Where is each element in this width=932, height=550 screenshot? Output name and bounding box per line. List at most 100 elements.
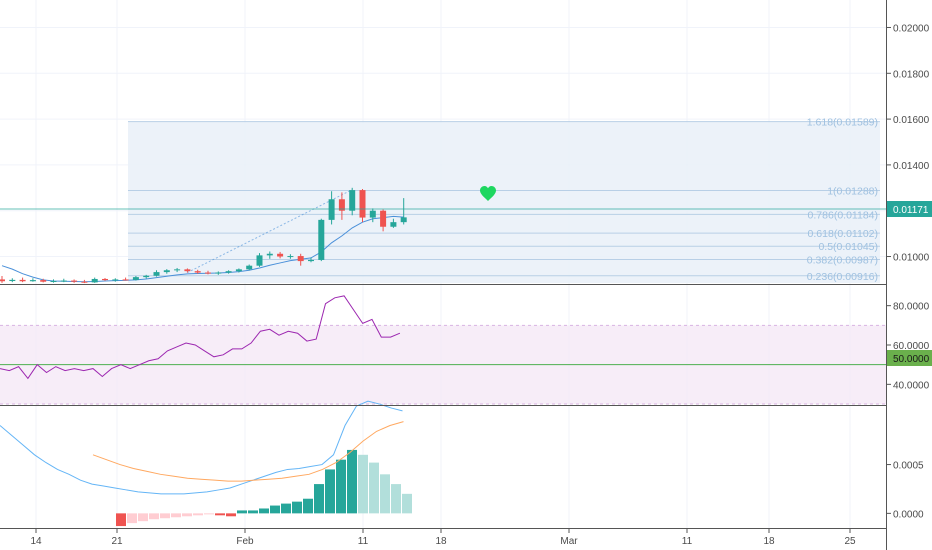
candle-body (338, 199, 345, 211)
macd-histogram-bar (281, 503, 291, 514)
macd-histogram-bar (215, 513, 225, 516)
time-axis-label: 18 (435, 536, 447, 547)
candle-body (297, 256, 304, 262)
macd-histogram-bar (358, 454, 368, 514)
macd-indicator (0, 400, 412, 527)
price-axis-label: 0.01000 (893, 253, 930, 264)
rsi-indicator (0, 295, 886, 405)
candle-body (112, 279, 119, 281)
candle-body (266, 253, 273, 256)
macd-line (0, 400, 403, 495)
fibonacci-retracement[interactable]: 1.618(0.01589) 1(0.01288) 0.786(0.01184) 0.… (128, 117, 880, 284)
macd-histogram-bar (149, 513, 159, 520)
macd-histogram-bar (325, 469, 335, 514)
time-axis-label: 18 (763, 536, 775, 547)
candle-body (287, 256, 294, 258)
macd-histogram-bar (314, 484, 324, 514)
fib-level-label: 1(0.01288) (827, 186, 878, 198)
candle-body (390, 222, 397, 227)
macd-histogram-bar (270, 505, 280, 514)
time-axis-label: 11 (682, 536, 693, 547)
candle-body (0, 279, 5, 282)
price-axis-label: 0.01600 (893, 115, 930, 126)
candlesticks (0, 187, 407, 284)
rsi-level-badge: 50.0000 (887, 350, 932, 366)
candle-body (153, 272, 160, 276)
trend-line (187, 189, 353, 273)
candle-body (60, 280, 67, 282)
macd-histogram-bar (347, 449, 357, 514)
macd-axis-label: 0.0000 (893, 509, 924, 520)
macd-histogram-bar (116, 513, 126, 527)
candle-body (143, 275, 150, 278)
candle-body (246, 265, 253, 270)
current-price-badge-text: 0.01171 (893, 205, 929, 216)
fib-level-label: 0.786(0.01184) (808, 209, 878, 221)
candle-body (205, 272, 211, 274)
price-axis-label: 0.01800 (893, 69, 930, 80)
rsi-axis-labels: 80.0000 60.0000 40.0000 (886, 302, 930, 391)
candle-body (102, 278, 108, 281)
time-axis-label: Mar (560, 536, 578, 547)
candle-body (328, 199, 335, 220)
price-axis[interactable] (886, 0, 932, 550)
candle-body (225, 271, 232, 273)
signal-line (92, 421, 404, 482)
candle-body (318, 219, 325, 260)
candle-body (174, 269, 181, 271)
macd-histogram-bar (402, 493, 412, 514)
candle-body (277, 253, 284, 257)
time-axis-label: 14 (30, 536, 42, 547)
candle-body (132, 277, 139, 280)
macd-axis-labels: 0.0005 0.0000 (886, 461, 924, 520)
candle-body (194, 271, 201, 273)
candle-body (359, 190, 366, 218)
candle-body (184, 269, 191, 272)
candle-body (349, 190, 356, 211)
macd-histogram-bar (391, 484, 401, 514)
fib-level-label: 0.618(0.01102) (808, 228, 878, 240)
time-axis-label: 11 (358, 536, 369, 547)
candle-body (19, 279, 26, 282)
candle-body (215, 272, 222, 274)
macd-histogram-bar (193, 513, 203, 516)
candle-body (122, 279, 129, 281)
time-axis-label: 21 (111, 536, 123, 547)
candle-body (81, 281, 88, 283)
candle-body (256, 255, 263, 266)
heart-icon[interactable] (480, 186, 496, 201)
macd-histogram-bar (369, 462, 379, 514)
candle-body (9, 279, 16, 282)
macd-histogram-bar (336, 459, 346, 514)
macd-histogram-bar (182, 513, 192, 517)
time-axis[interactable]: 14 21 Feb 11 18 Mar 11 18 25 (30, 528, 856, 547)
candle-body (308, 259, 314, 262)
time-axis-label: 25 (844, 536, 856, 547)
candle-body (29, 280, 36, 282)
candle-body (235, 269, 242, 272)
candle-body (91, 278, 98, 283)
fib-level-label: 1.618(0.01589) (807, 117, 878, 129)
candle-body (40, 280, 47, 282)
macd-histogram-bar (171, 513, 181, 518)
macd-histogram-bar (380, 474, 390, 514)
macd-pane[interactable] (0, 406, 886, 528)
rsi-axis-label: 40.0000 (893, 380, 930, 391)
candle-body (400, 217, 407, 223)
price-axis-label: 0.01400 (893, 161, 930, 172)
current-price-badge: 0.01171 (887, 201, 932, 217)
candle-body (369, 210, 376, 218)
macd-histogram-bar (127, 513, 137, 524)
macd-histogram-bar (226, 513, 236, 517)
macd-histogram-bar (248, 510, 258, 514)
candle-body (50, 281, 57, 283)
fib-level-label: 0.382(0.00987) (807, 254, 878, 266)
fib-level-label: 0.236(0.00916) (807, 271, 878, 283)
rsi-level-badge-text: 50.0000 (893, 354, 930, 365)
macd-histogram-bar (292, 501, 302, 514)
price-axis-label: 0.02000 (893, 23, 930, 34)
macd-histogram-bar (303, 498, 313, 514)
macd-histogram-bar (259, 508, 269, 514)
macd-histogram-bar (204, 513, 214, 515)
